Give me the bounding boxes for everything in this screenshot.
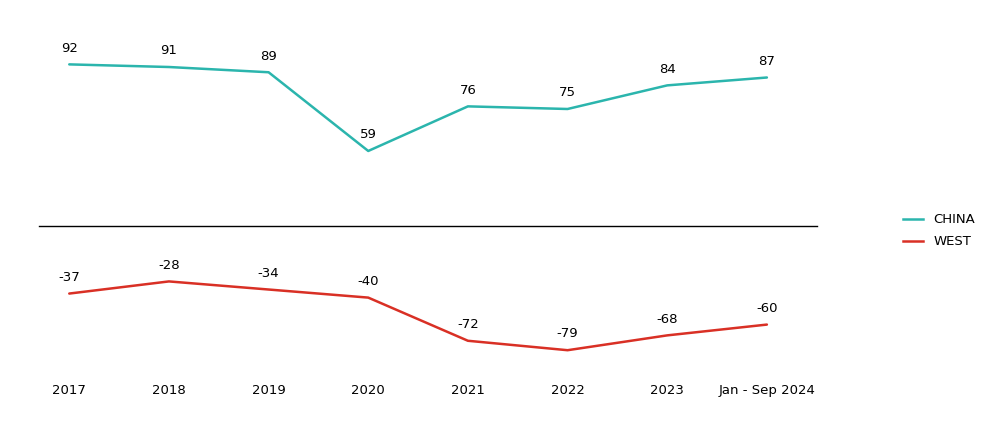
Text: 59: 59 xyxy=(360,128,377,141)
Text: Jan - Sep 2024: Jan - Sep 2024 xyxy=(718,384,816,397)
Text: 2017: 2017 xyxy=(52,384,87,397)
Text: 2022: 2022 xyxy=(551,384,584,397)
Text: 2019: 2019 xyxy=(252,384,285,397)
Text: -34: -34 xyxy=(258,267,279,280)
Text: 2020: 2020 xyxy=(351,384,385,397)
Text: -28: -28 xyxy=(158,258,180,271)
Text: -68: -68 xyxy=(656,313,678,326)
Text: -79: -79 xyxy=(557,327,579,340)
Text: 91: 91 xyxy=(160,44,177,57)
Text: -37: -37 xyxy=(58,271,80,284)
Text: 87: 87 xyxy=(759,55,775,68)
Text: -72: -72 xyxy=(457,318,479,331)
Text: -40: -40 xyxy=(357,275,379,288)
Text: -60: -60 xyxy=(756,302,777,315)
Text: 84: 84 xyxy=(659,63,676,76)
Text: 75: 75 xyxy=(559,86,576,99)
Text: 2021: 2021 xyxy=(451,384,485,397)
Legend: CHINA, WEST: CHINA, WEST xyxy=(903,213,975,248)
Text: 2018: 2018 xyxy=(153,384,186,397)
Text: 92: 92 xyxy=(61,42,78,55)
Text: 76: 76 xyxy=(460,84,476,97)
Text: 89: 89 xyxy=(260,50,277,63)
Text: 2023: 2023 xyxy=(650,384,684,397)
